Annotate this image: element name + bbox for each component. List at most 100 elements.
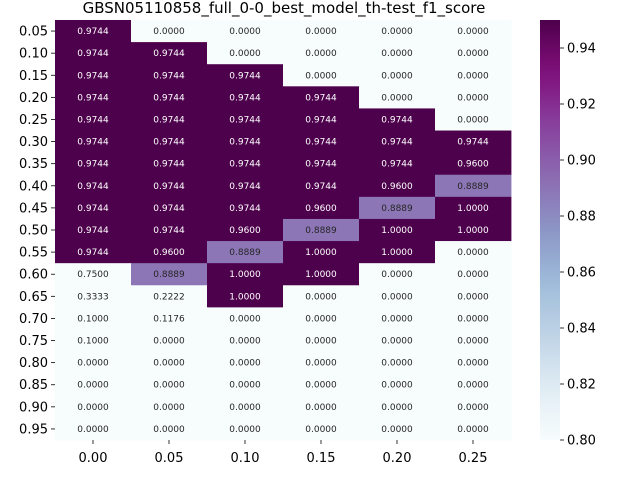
heatmap-cell-r7-c4	[359, 174, 436, 198]
cell-value-label-r0-c0: 0.9744	[77, 27, 109, 37]
heatmap-cell-r2-c1	[131, 64, 208, 87]
heatmap-cell-r2-c3	[283, 64, 360, 87]
cell-value-label-r18-c4: 0.0000	[381, 425, 413, 435]
cell-value-label-r16-c4: 0.0000	[381, 381, 413, 391]
cell-value-label-r6-c1: 0.9744	[153, 160, 185, 170]
heatmap-cell-r14-c2	[207, 329, 284, 352]
heatmap-cell-r5-c0	[55, 130, 132, 154]
cell-value-label-r16-c2: 0.0000	[229, 381, 261, 391]
cell-value-label-r9-c0: 0.9744	[77, 226, 109, 236]
cell-value-label-r3-c0: 0.9744	[77, 93, 109, 103]
cell-value-label-r12-c2: 1.0000	[229, 292, 261, 302]
heatmap-cell-r17-c1	[131, 395, 208, 419]
cell-value-label-r4-c1: 0.9744	[153, 115, 185, 125]
cell-value-label-r1-c4: 0.0000	[381, 49, 413, 59]
cell-value-label-r16-c5: 0.0000	[457, 381, 489, 391]
cell-value-label-r1-c3: 0.0000	[305, 49, 337, 59]
cell-value-label-r13-c3: 0.0000	[305, 314, 337, 324]
cell-value-label-r7-c2: 0.9744	[229, 182, 261, 192]
cell-value-label-r2-c4: 0.0000	[381, 71, 413, 81]
heatmap-cell-r11-c2	[207, 263, 284, 286]
cell-value-label-r14-c5: 0.0000	[457, 337, 489, 347]
cell-value-label-r1-c2: 0.0000	[229, 49, 261, 59]
heatmap-cell-r10-c0	[55, 241, 132, 264]
cell-value-label-r3-c5: 0.0000	[457, 93, 489, 103]
heatmap-cell-r11-c4	[359, 263, 436, 286]
cell-value-label-r3-c4: 0.0000	[381, 93, 413, 103]
cell-value-label-r14-c1: 0.0000	[153, 337, 185, 347]
cell-value-label-r6-c5: 0.9600	[457, 160, 489, 170]
heatmap-cell-r13-c5	[435, 307, 512, 330]
heatmap-cell-r13-c3	[283, 307, 360, 330]
heatmap-cell-r17-c3	[283, 395, 360, 419]
cell-value-label-r8-c0: 0.9744	[77, 204, 109, 214]
cell-value-label-r12-c1: 0.2222	[153, 292, 185, 302]
heatmap-cell-r11-c0	[55, 263, 132, 286]
cell-value-label-r2-c3: 0.0000	[305, 71, 337, 81]
heatmap-cell-r2-c5	[435, 64, 512, 87]
heatmap-cell-r11-c3	[283, 263, 360, 286]
cell-value-label-r15-c3: 0.0000	[305, 359, 337, 369]
cell-value-label-r3-c1: 0.9744	[153, 93, 185, 103]
heatmap-cell-r5-c2	[207, 130, 284, 154]
y-tick-label-13: 0.70	[19, 312, 48, 327]
cell-value-label-r6-c2: 0.9744	[229, 160, 261, 170]
y-tick-label-12: 0.65	[19, 290, 48, 305]
cell-value-label-r4-c3: 0.9744	[305, 115, 337, 125]
heatmap-cell-r9-c1	[131, 218, 208, 242]
heatmap-cell-r1-c2	[207, 42, 284, 65]
heatmap-cell-r5-c1	[131, 130, 208, 154]
cell-value-label-r16-c1: 0.0000	[153, 381, 185, 391]
cell-value-label-r9-c4: 1.0000	[381, 226, 413, 236]
cell-value-label-r8-c5: 1.0000	[457, 204, 489, 214]
cell-value-label-r18-c3: 0.0000	[305, 425, 337, 435]
heatmap-cell-r6-c1	[131, 152, 208, 176]
heatmap-cell-r10-c2	[207, 241, 284, 264]
heatmap-cell-r4-c1	[131, 108, 208, 131]
heatmap-cell-r6-c2	[207, 152, 284, 176]
heatmap-cell-r18-c0	[55, 417, 132, 441]
heatmap-cell-r15-c0	[55, 351, 132, 375]
x-tick-label-0: 0.00	[79, 451, 108, 466]
cell-value-label-r12-c5: 0.0000	[457, 292, 489, 302]
heatmap-cell-r1-c3	[283, 42, 360, 65]
heatmap-cell-r3-c0	[55, 86, 132, 109]
cell-value-label-r15-c0: 0.0000	[77, 359, 109, 369]
x-tick-label-1: 0.05	[155, 451, 184, 466]
heatmap-cell-r8-c1	[131, 196, 208, 220]
cell-value-label-r7-c5: 0.8889	[457, 182, 489, 192]
heatmap-cell-r15-c4	[359, 351, 436, 375]
heatmap-cell-r18-c1	[131, 417, 208, 441]
heatmap-cell-r8-c3	[283, 196, 360, 220]
cell-value-label-r0-c4: 0.0000	[381, 27, 413, 37]
cell-value-label-r10-c5: 0.0000	[457, 248, 489, 258]
cell-value-label-r5-c3: 0.9744	[305, 138, 337, 148]
heatmap-cell-r18-c2	[207, 417, 284, 441]
cell-value-label-r15-c2: 0.0000	[229, 359, 261, 369]
heatmap-cell-r14-c4	[359, 329, 436, 352]
y-axis-ticks: 0.05 0.10 0.15 0.20 0.25 0.30 0.35 0.40 0.45 0.50…	[19, 25, 55, 437]
heatmap-cell-r4-c0	[55, 108, 132, 131]
cell-value-label-r8-c4: 0.8889	[381, 204, 413, 214]
x-tick-label-4: 0.20	[383, 451, 412, 466]
heatmap-cell-r5-c5	[435, 130, 512, 154]
chart-title: GBSN05110858_full_0-0_best_model_th-test…	[83, 0, 486, 18]
x-tick-label-2: 0.10	[231, 451, 260, 466]
x-axis-ticks: 0.00 0.05 0.10 0.15 0.20 0.25	[79, 440, 488, 466]
y-tick-label-15: 0.80	[19, 356, 48, 371]
heatmap-cell-r15-c3	[283, 351, 360, 375]
colorbar-tick-label-4: 0.88	[567, 210, 596, 225]
heatmap-cell-r11-c5	[435, 263, 512, 286]
colorbar-gradient	[540, 20, 560, 440]
colorbar-tick-label-1: 0.82	[567, 378, 596, 393]
cell-value-label-r3-c2: 0.9744	[229, 93, 261, 103]
cell-value-label-r14-c0: 0.1000	[77, 337, 109, 347]
heatmap-cell-r12-c4	[359, 285, 436, 308]
heatmap-cell-r1-c5	[435, 42, 512, 65]
cell-value-label-r11-c0: 0.7500	[77, 270, 109, 280]
cell-value-label-r3-c3: 0.9744	[305, 93, 337, 103]
heatmap-cell-r13-c0	[55, 307, 132, 330]
x-tick-label-5: 0.25	[459, 451, 488, 466]
heatmap-cell-r8-c2	[207, 196, 284, 220]
